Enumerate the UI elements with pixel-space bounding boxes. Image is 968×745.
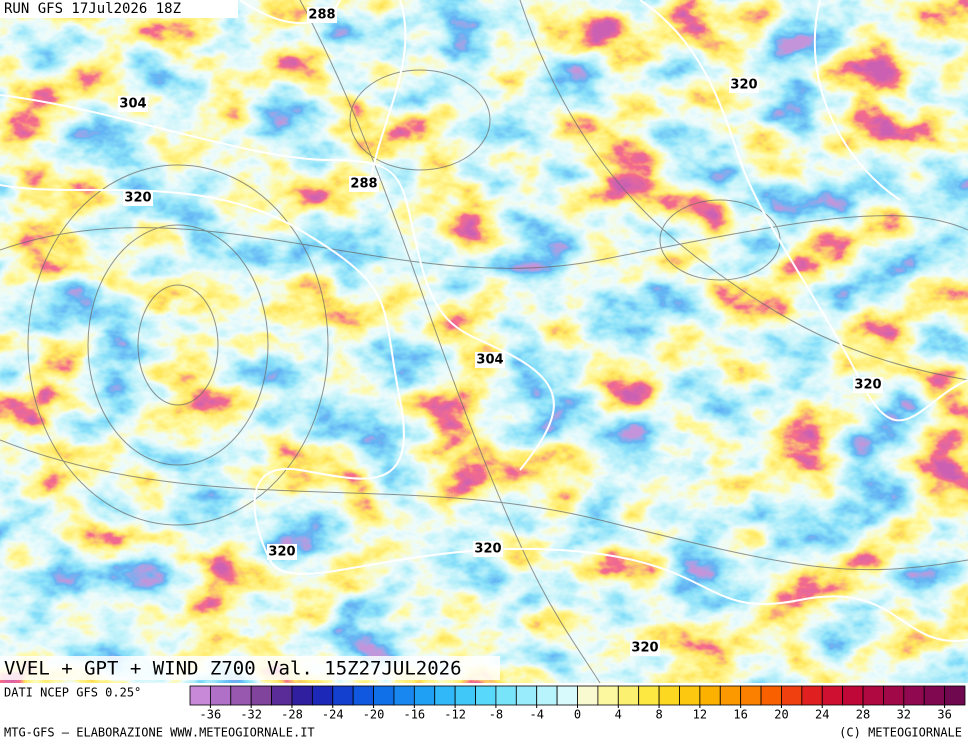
map: RUN GFS 17Jul2026 18Z 288 304 320 320 288 304… [0,0,968,684]
colorbar-box [536,685,558,706]
colorbar-tick-label: -32 [240,708,262,722]
wind-streamlines [0,0,968,684]
colorbar-box [801,685,823,706]
contour-label: 320 [268,545,295,560]
colorbar-box [556,685,578,706]
colorbar-tick-label: 0 [574,708,581,722]
colorbar-box [740,685,762,706]
colorbar-box [842,685,864,706]
contour-label-bg [267,544,297,560]
contour-label: 320 [730,78,757,93]
colorbar-box [454,685,476,706]
colorbar-box [352,685,374,706]
colorbar-box [495,685,517,706]
colorbar-tick-label: 4 [615,708,622,722]
colorbar-box [719,685,742,706]
contour-label-bg [349,176,379,192]
colorbar-box [862,685,884,706]
colorbar-box [250,685,272,706]
colorbar-tick-label: -20 [363,708,385,722]
colorbar-box [291,685,313,706]
run-label: RUN GFS 17Jul2026 18Z [4,1,181,17]
colorbar-box [413,685,436,706]
colorbar-box [271,685,293,706]
colorbar-tick-label: -4 [529,708,543,722]
colorbar-box [332,685,354,706]
colorbar-box [658,685,680,706]
colorbar-tick-label: 8 [655,708,662,722]
colorbar-tick-label: -16 [403,708,425,722]
colorbar-box [903,685,925,706]
colorbar-box [699,685,721,706]
run-label-box [0,0,238,18]
colorbar-box [475,685,497,706]
contour-label: 320 [631,641,658,656]
contour-label-bg [118,96,148,112]
geopotential-contours [0,0,968,641]
contour-label: 288 [350,177,377,192]
colorbar-box [189,685,211,706]
contour-label-bg [630,640,660,656]
contour-label-bg [307,7,337,23]
colorbar-tick-label: 28 [856,708,870,722]
contour-labels: 288 304 320 320 288 304 320 320 320 320 [118,7,883,656]
contour-label: 304 [119,97,146,112]
colorbar-tick-label: 12 [693,708,707,722]
colorbar-tick-label: -24 [322,708,344,722]
colorbar-box [679,685,701,706]
colorbar-tick-label: 16 [733,708,747,722]
colorbar-box [230,685,252,706]
colorbar-box [209,685,232,706]
colorbar-tick-label: -28 [281,708,303,722]
colorbar-tick-label: -8 [489,708,503,722]
contour-label-bg [853,377,883,393]
colorbar-box [577,685,599,706]
colorbar-tick-label: -36 [200,708,222,722]
contour-label-bg [123,190,153,206]
credit-right: (C) METEOGIORNALE [839,726,962,740]
contour-label: 320 [854,378,881,393]
contour-label: 288 [308,8,335,23]
colorbar-box [617,685,640,706]
colorbar-box [373,685,395,706]
data-source: DATI NCEP GFS 0.25° [4,686,141,700]
contour-label-bg [475,352,505,368]
colorbar-tick-label: 24 [815,708,829,722]
colorbar-box [944,685,966,706]
map-title: VVEL + GPT + WIND Z700 Val. 15Z27JUL2026 [4,658,462,680]
colorbar-box [781,685,803,706]
colorbar-box [821,685,844,706]
colorbar-box [393,685,415,706]
colorbar-box [923,685,946,706]
colorbar-tick-label: 32 [897,708,911,722]
colorbar-box [311,685,334,706]
contour-label-bg [729,77,759,93]
colorbar-box [638,685,660,706]
colorbar-tick-label: 36 [937,708,951,722]
colorbar-tick-label: 20 [774,708,788,722]
colorbar: -36 -32 -28 -24 -20 -16 -12 -8 -4 0 4 8 12 16 20 24 28 32… [189,685,966,722]
contour-label: 304 [476,353,503,368]
colorbar-box [434,685,456,706]
title-box [0,656,500,680]
colorbar-tick-label: -12 [444,708,466,722]
contour-label-bg [473,541,503,557]
colorbar-box [597,685,619,706]
colorbar-box [515,685,538,706]
colorbar-box [760,685,782,706]
contour-label: 320 [474,542,501,557]
credit-left: MTG-GFS – ELABORAZIONE WWW.METEOGIORNALE… [4,726,315,740]
contour-label: 320 [124,191,151,206]
colorbar-box [883,685,905,706]
